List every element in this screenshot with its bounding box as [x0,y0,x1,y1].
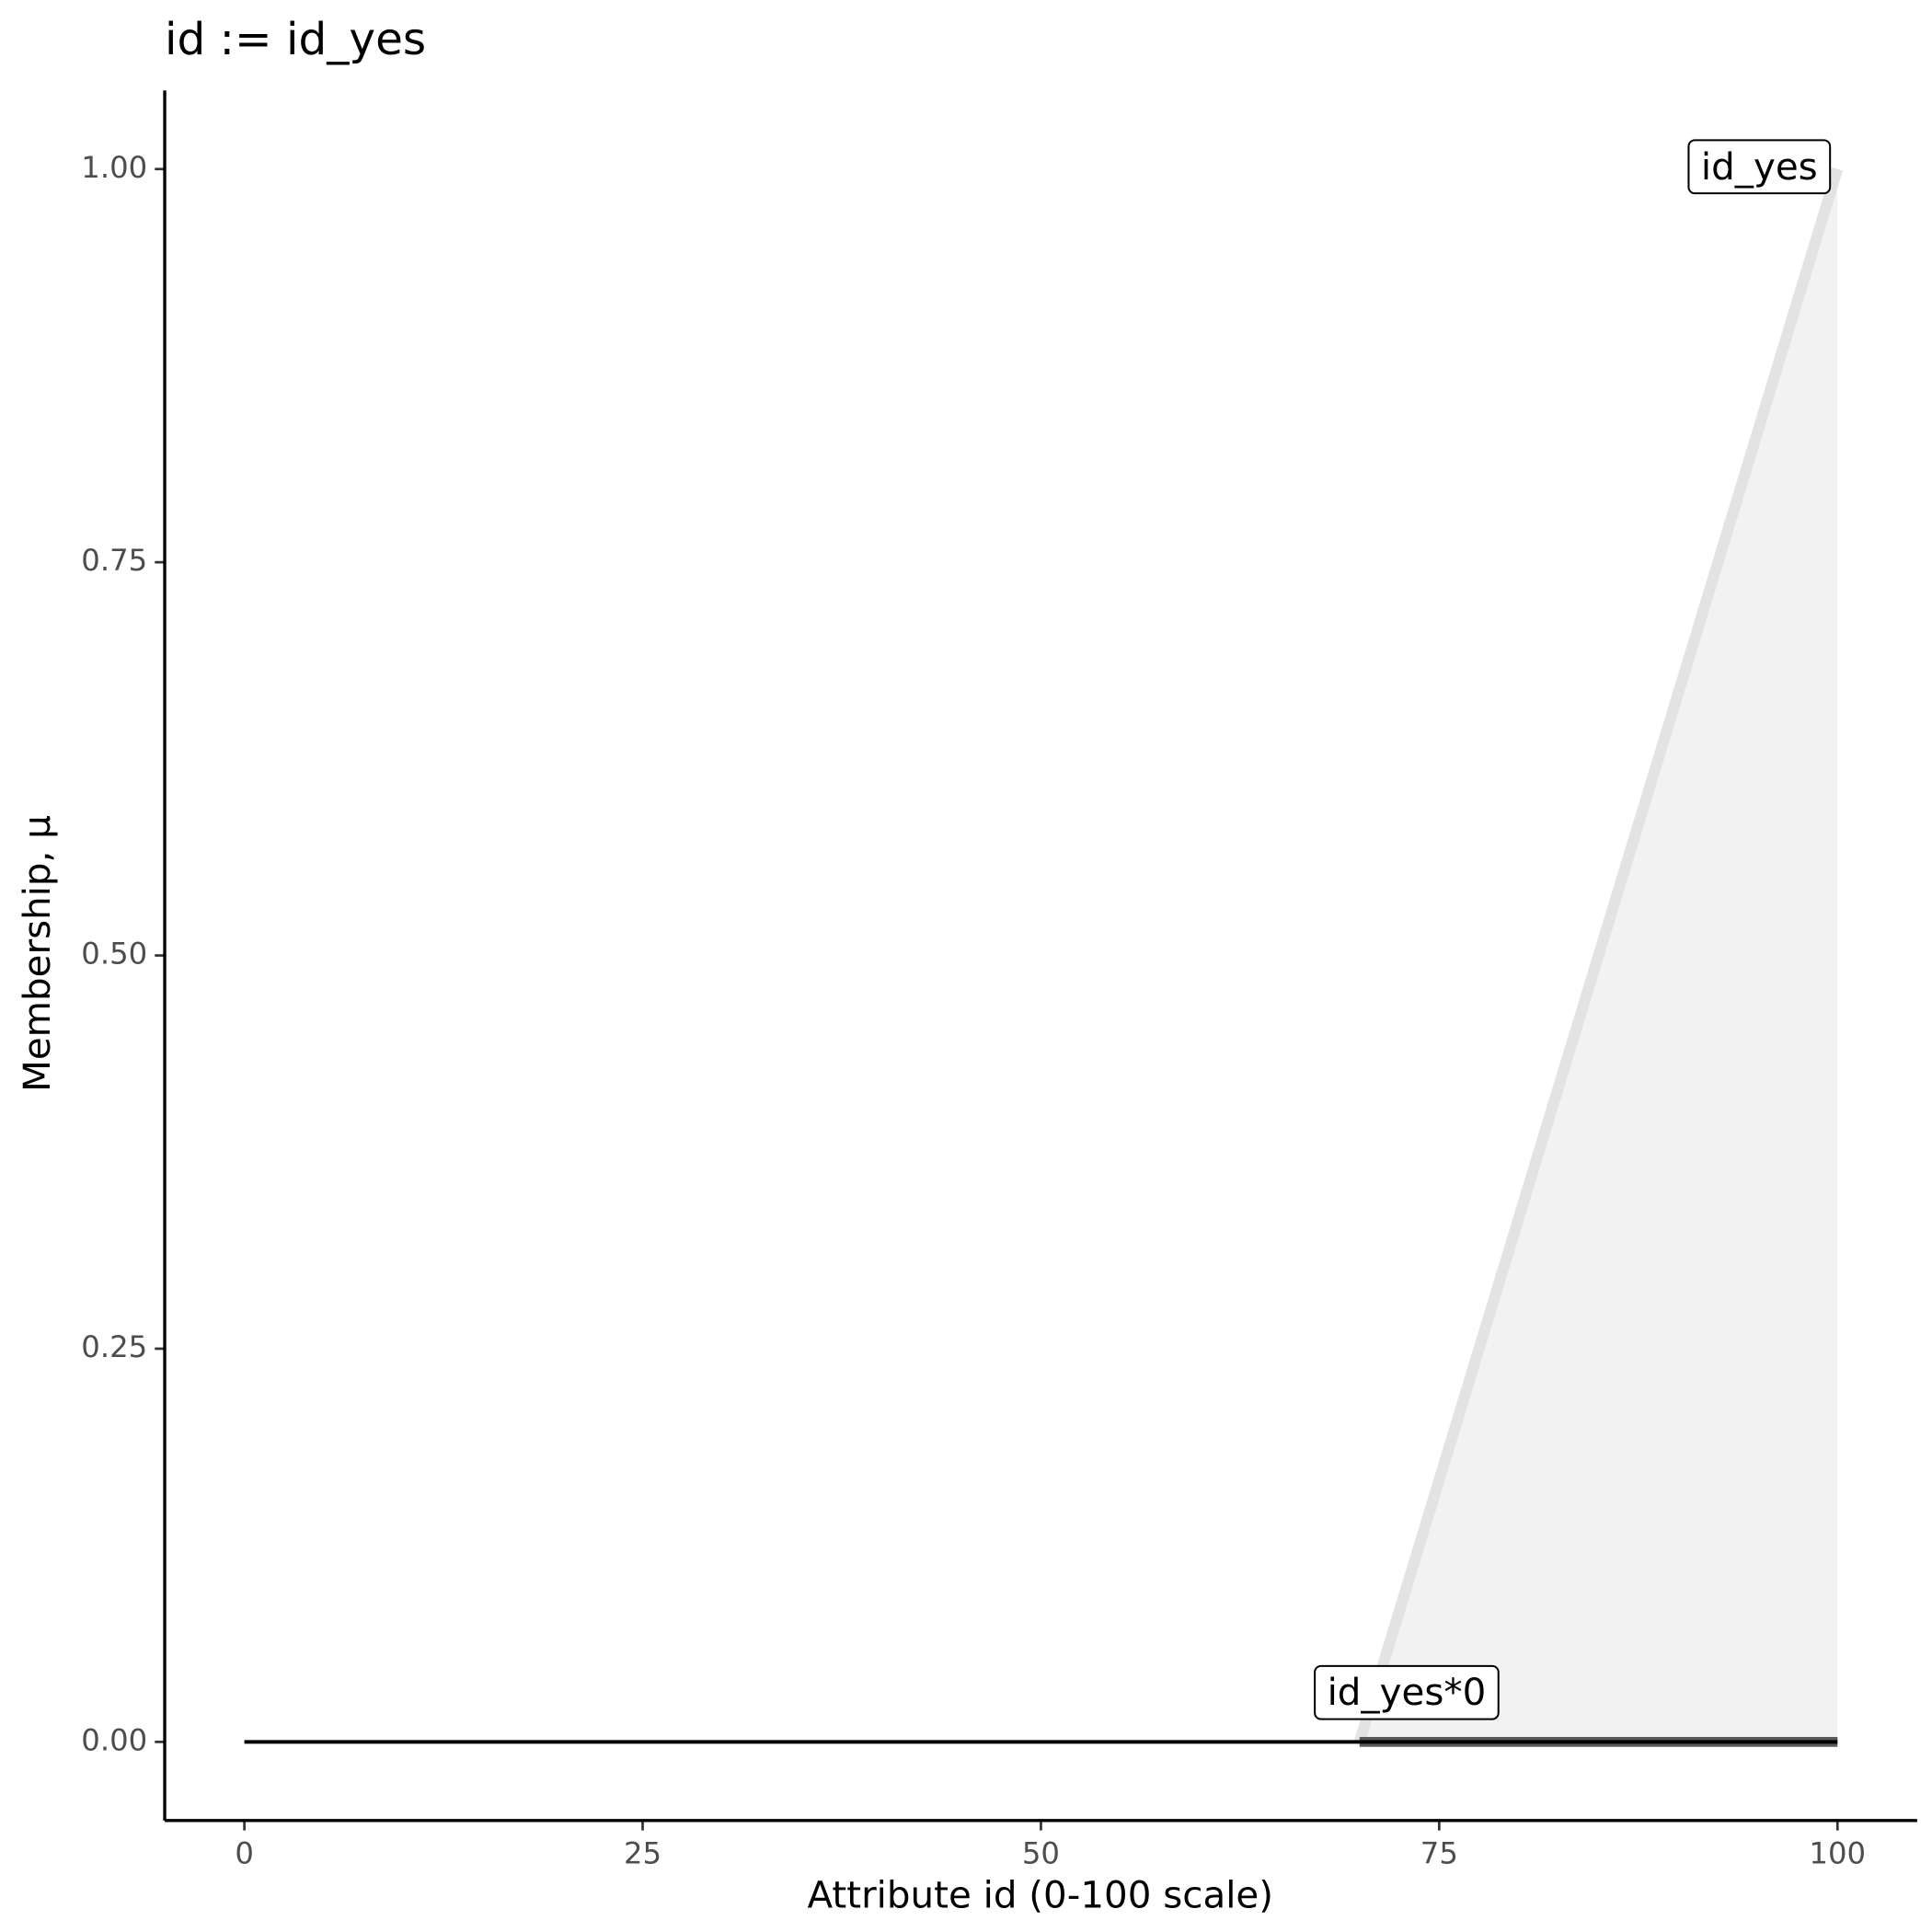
y-tick-label: 0.75 [81,543,147,578]
series-label: id_yes*0 [1328,1671,1487,1714]
x-tick-label: 50 [1022,1836,1060,1871]
y-tick-label: 1.00 [81,150,147,185]
y-tick-label: 0.00 [81,1722,147,1757]
label-box [1314,1664,1500,1720]
series-label: id_yes [1701,145,1818,189]
label-box [1687,139,1832,195]
series-line [1353,167,1844,1744]
x-tick-label: 0 [235,1836,254,1871]
chart-title: id := id_yes [165,14,426,65]
y-tick-label: 0.25 [81,1329,147,1364]
y-axis-title: Membership, μ [16,815,59,1092]
y-tick-label: 0.50 [81,937,147,972]
x-tick-label: 25 [624,1836,661,1871]
x-tick-label: 75 [1420,1836,1458,1871]
x-axis-title: Attribute id (0-100 scale) [808,1873,1273,1916]
x-tick-label: 100 [1809,1836,1866,1871]
